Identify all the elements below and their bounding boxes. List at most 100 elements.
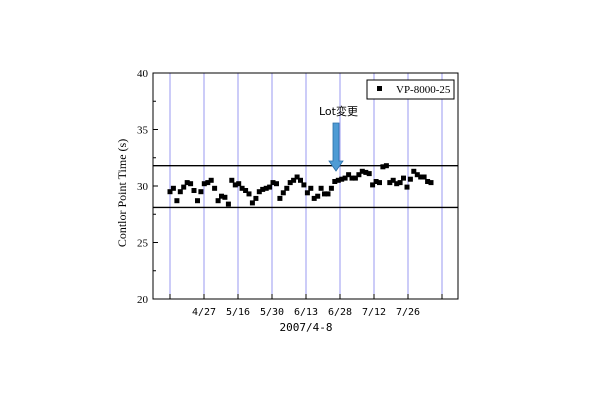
data-point xyxy=(318,185,324,191)
data-point xyxy=(349,175,355,181)
data-point xyxy=(298,177,303,183)
data-point xyxy=(411,168,417,174)
data-point xyxy=(263,185,269,191)
data-point xyxy=(325,191,331,197)
data-point xyxy=(332,179,338,184)
data-point xyxy=(380,164,386,170)
x-axis-ticks: 4/27 5/16 5/30 6/13 6/28 7/12 7/26 xyxy=(169,294,443,318)
data-point xyxy=(280,190,286,196)
data-point xyxy=(294,174,300,180)
data-point xyxy=(363,169,369,175)
data-point xyxy=(322,191,327,197)
legend-box xyxy=(366,79,455,100)
data-point xyxy=(397,180,403,186)
data-point xyxy=(394,181,400,187)
data-point xyxy=(339,176,345,182)
data-point xyxy=(428,180,434,186)
data-point xyxy=(352,175,358,181)
x-tick-label: 7/26 xyxy=(396,307,420,318)
x-tick-label: 7/12 xyxy=(362,307,386,318)
data-point xyxy=(267,184,273,190)
data-point xyxy=(184,180,190,186)
annotation-label: Lot変更 xyxy=(319,104,358,118)
data-point xyxy=(167,189,173,195)
data-point xyxy=(174,198,180,204)
y-tick-label: 25 xyxy=(137,238,149,250)
x-axis-title: 2007/4-8 xyxy=(280,321,333,334)
data-point xyxy=(274,181,279,187)
data-point xyxy=(222,194,228,200)
data-point xyxy=(270,180,276,186)
data-point xyxy=(356,172,362,178)
y-tick-label: 35 xyxy=(137,125,149,137)
legend: VP-8000-25 xyxy=(366,79,455,100)
legend-label: VP-8000-25 xyxy=(396,84,451,96)
data-point xyxy=(390,177,396,183)
data-point xyxy=(421,174,427,180)
data-point xyxy=(208,177,214,183)
data-point xyxy=(277,195,283,201)
annotation-arrow xyxy=(328,122,344,172)
data-point xyxy=(342,175,348,181)
x-tick-label: 4/27 xyxy=(192,307,216,318)
data-point xyxy=(239,185,245,191)
data-point xyxy=(215,198,221,204)
data-point xyxy=(387,180,393,186)
y-axis-title: Contlor Point Time (s) xyxy=(115,139,129,247)
x-tick-label: 6/13 xyxy=(294,307,318,318)
data-point xyxy=(287,180,293,186)
data-point xyxy=(219,193,224,199)
annotation: Lot変更 xyxy=(319,104,358,172)
data-point xyxy=(225,201,231,207)
y-tick-label: 30 xyxy=(137,181,149,193)
data-point xyxy=(304,190,310,196)
data-point xyxy=(253,195,259,201)
data-point xyxy=(301,182,307,188)
data-point xyxy=(335,177,341,183)
data-point xyxy=(246,191,252,197)
data-point xyxy=(308,185,314,191)
data-point xyxy=(328,185,334,191)
data-point xyxy=(198,189,204,195)
data-point xyxy=(315,193,321,199)
data-point xyxy=(373,179,379,184)
x-tick-label: 5/16 xyxy=(226,307,250,318)
data-point xyxy=(260,186,266,192)
data-point xyxy=(232,182,238,188)
x-tick-label: 5/30 xyxy=(260,307,284,318)
y-tick-label: 40 xyxy=(137,68,149,80)
y-axis-ticks: 20 25 30 35 40 xyxy=(137,68,158,306)
legend-marker xyxy=(377,86,382,91)
y-tick-label: 20 xyxy=(137,294,149,306)
data-point xyxy=(366,171,372,177)
data-point xyxy=(404,184,410,190)
data-point xyxy=(181,184,187,190)
data-point xyxy=(177,189,183,195)
data-point xyxy=(401,175,406,181)
data-point xyxy=(383,163,389,169)
data-point xyxy=(407,176,413,182)
data-point xyxy=(201,181,207,187)
x-tick-label: 6/28 xyxy=(328,307,352,318)
data-point xyxy=(377,180,382,186)
reference-lines xyxy=(153,164,458,209)
data-point xyxy=(212,185,218,191)
data-point xyxy=(191,188,197,193)
data-point xyxy=(188,181,194,187)
data-point xyxy=(195,198,200,204)
data-point xyxy=(249,200,255,206)
data-points xyxy=(167,163,434,207)
data-point xyxy=(359,168,365,174)
data-point xyxy=(370,182,376,188)
data-point xyxy=(170,185,176,191)
data-point xyxy=(291,177,297,183)
data-point xyxy=(425,179,431,184)
data-point xyxy=(284,185,290,191)
data-point xyxy=(418,174,424,180)
data-point xyxy=(243,188,249,193)
data-point xyxy=(256,189,262,195)
data-point xyxy=(205,180,211,186)
data-point xyxy=(346,172,352,178)
data-point xyxy=(414,172,420,178)
data-point xyxy=(229,177,235,183)
